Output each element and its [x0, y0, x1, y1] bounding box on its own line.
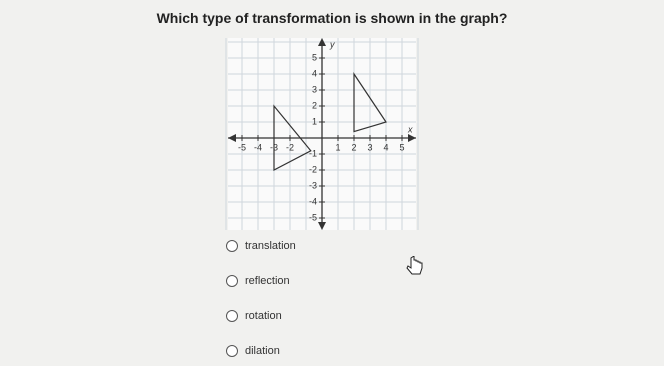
- option-label[interactable]: translation: [245, 240, 296, 252]
- triangle: [273, 104, 312, 171]
- option-label[interactable]: dilation: [245, 345, 280, 357]
- question: Which type of transformation is shown in…: [156, 10, 508, 26]
- y-tick-label: -3: [309, 180, 317, 190]
- y-tick-label: -4: [309, 196, 317, 206]
- y-tick-label: -2: [309, 164, 317, 174]
- option-label[interactable]: reflection: [245, 275, 290, 287]
- radio-button[interactable]: [226, 310, 238, 322]
- x-tick-label: 1: [335, 142, 340, 152]
- x-arrow: [408, 134, 416, 142]
- x-tick-label: -4: [254, 142, 262, 152]
- y-arrow: [318, 38, 326, 46]
- x-tick-label: 4: [383, 142, 388, 152]
- y-tick-label: 3: [312, 84, 317, 94]
- y-tick-label: 1: [312, 116, 317, 126]
- y-tick-label: 4: [312, 68, 317, 78]
- x-tick-label: -5: [238, 142, 246, 152]
- option[interactable]: reflection: [226, 275, 290, 287]
- y-axis-label: y: [329, 39, 335, 49]
- cursor: [406, 256, 423, 275]
- x-arrow: [228, 134, 236, 142]
- radio-button[interactable]: [226, 275, 238, 287]
- y-tick-label: -1: [309, 148, 317, 158]
- y-tick-label: 2: [312, 100, 317, 110]
- x-tick-label: -2: [286, 142, 294, 152]
- option-label[interactable]: rotation: [245, 310, 282, 322]
- x-axis-label: x: [407, 124, 413, 134]
- option[interactable]: dilation: [226, 345, 280, 357]
- radio-button[interactable]: [226, 240, 238, 252]
- option[interactable]: rotation: [226, 310, 282, 322]
- radio-button[interactable]: [226, 345, 238, 357]
- x-tick-label: 2: [351, 142, 356, 152]
- triangle: [353, 72, 387, 133]
- option[interactable]: translation: [226, 240, 296, 252]
- y-tick-label: 5: [312, 52, 317, 62]
- x-tick-label: 5: [399, 142, 404, 152]
- y-tick-label: -5: [309, 212, 317, 222]
- y-arrow: [318, 222, 326, 230]
- x-tick-label: 3: [367, 142, 372, 152]
